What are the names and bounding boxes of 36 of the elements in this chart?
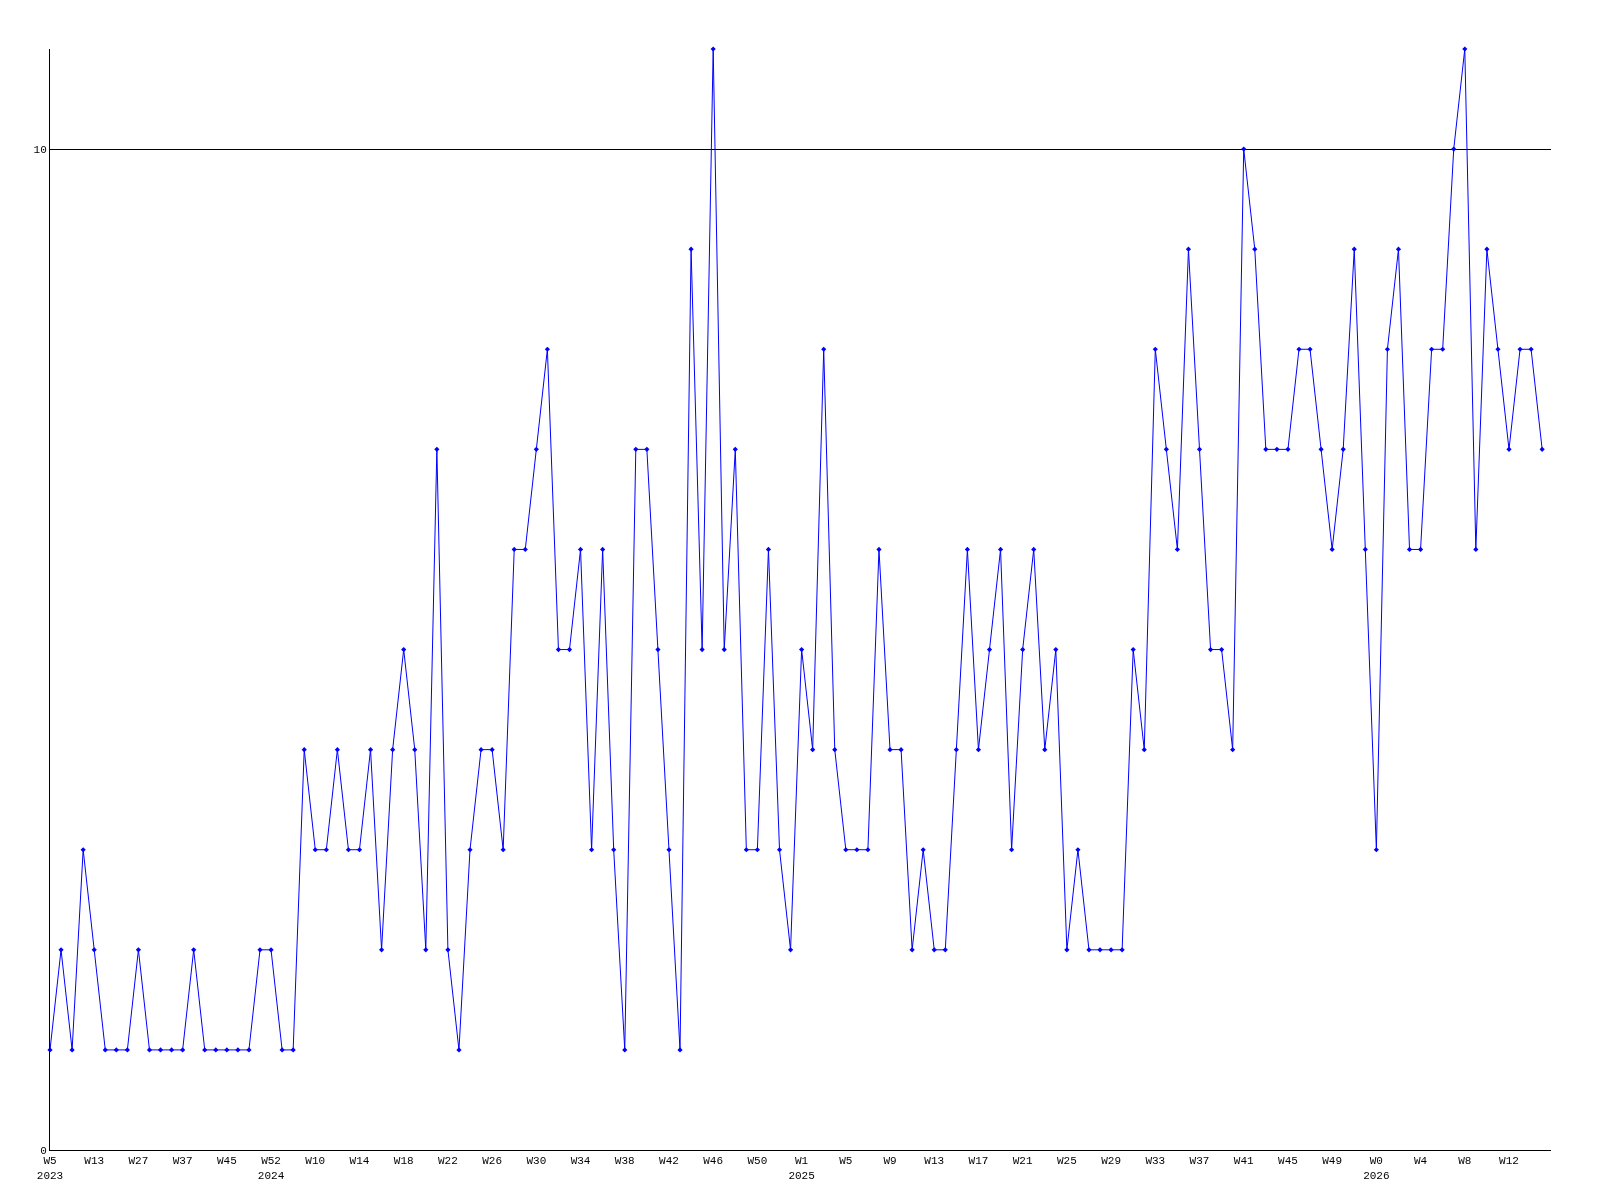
x-tick-label: W30 — [526, 1155, 547, 1168]
x-tick-label: W26 — [482, 1155, 503, 1168]
x-tick-label: W25 — [1056, 1155, 1077, 1168]
x-tick-label: W46 — [703, 1155, 724, 1168]
x-tick-label: W13 — [924, 1155, 945, 1168]
x-tick-label: W10 — [305, 1155, 326, 1168]
x-tick-label: W34 — [570, 1155, 591, 1168]
x-tick-label: W8 — [1458, 1155, 1472, 1168]
x-tick-label: W41 — [1233, 1155, 1255, 1168]
x-tick-label: W22 — [438, 1155, 458, 1168]
x-tick-label: W12 — [1499, 1155, 1519, 1168]
y-tick-label: 0 — [40, 1144, 47, 1157]
x-tick-label: W13 — [84, 1155, 105, 1168]
x-tick-label: W38 — [614, 1155, 635, 1168]
x-tick-label: W5 2023 — [36, 1155, 64, 1182]
x-tick-label: W27 — [128, 1155, 149, 1168]
x-tick-label: W45 — [1278, 1155, 1298, 1168]
x-tick-label: W0 2026 — [1363, 1155, 1390, 1182]
x-tick-label: W50 — [747, 1155, 768, 1168]
x-tick-label: W37 — [1189, 1155, 1210, 1168]
x-tick-label: W37 — [172, 1155, 193, 1168]
y-tick-label: 10 — [33, 143, 47, 156]
x-tick-label: W4 — [1413, 1155, 1428, 1168]
x-tick-label: W45 — [216, 1155, 237, 1168]
x-tick-label: W17 — [968, 1155, 989, 1168]
x-tick-label: W9 — [883, 1155, 897, 1168]
x-tick-label: W21 — [1012, 1155, 1033, 1168]
x-tick-label: W14 — [349, 1155, 370, 1168]
x-tick-label: W29 — [1101, 1155, 1121, 1168]
x-tick-label: W1 2025 — [788, 1155, 815, 1182]
x-tick-label: W42 — [659, 1155, 679, 1168]
x-tick-label: W49 — [1322, 1155, 1343, 1168]
x-tick-label: W33 — [1145, 1155, 1166, 1168]
x-tick-label: W5 — [839, 1155, 853, 1168]
x-tick-label: W18 — [393, 1155, 414, 1168]
x-tick-label: W52 2024 — [257, 1155, 285, 1182]
